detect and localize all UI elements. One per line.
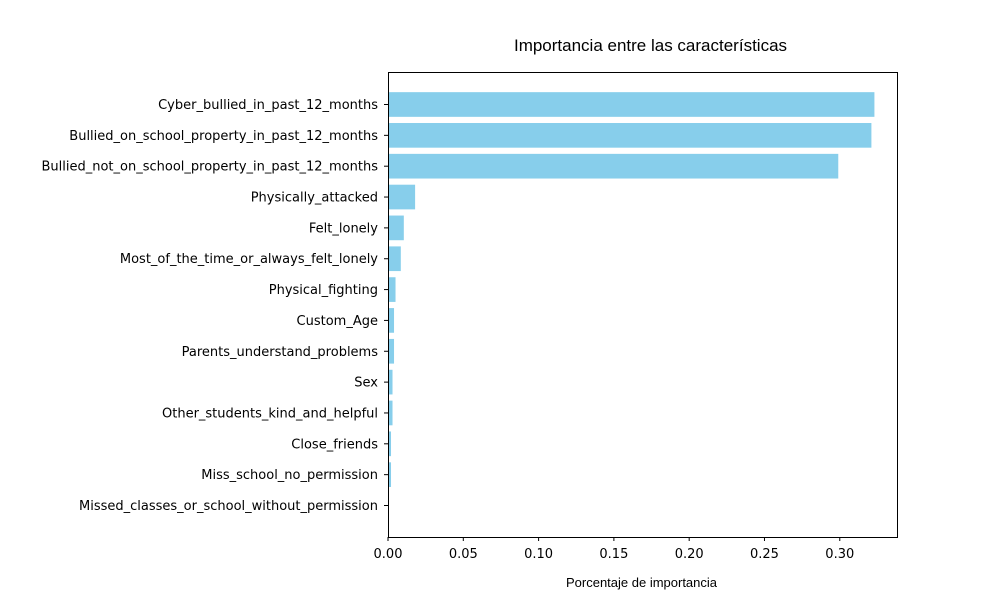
bar-parents-understand-problems — [388, 338, 395, 364]
y-tick-label: Physically_attacked — [251, 191, 378, 206]
bar-cyber-bullied-in-past-12-months — [388, 92, 875, 117]
bar-bullied-on-school-property-in-past-12-months — [388, 123, 872, 148]
x-tick-label: 0.30 — [825, 547, 854, 562]
y-tick-label: Felt_lonely — [309, 221, 378, 236]
plot-frame — [388, 72, 898, 538]
y-tick-label: Miss_school_no_permission — [201, 468, 378, 483]
bar-physical-fighting — [388, 277, 396, 302]
x-tick-label: 0.25 — [750, 547, 779, 562]
x-tick-label: 0.00 — [374, 547, 403, 562]
chart-title: Importancia entre las características — [514, 36, 787, 55]
x-axis-label: Porcentaje de importancia — [566, 575, 718, 590]
x-tick-label: 0.15 — [599, 547, 628, 562]
y-tick-label: Most_of_the_time_or_always_felt_lonely — [120, 252, 378, 267]
bar-physically-attacked — [388, 184, 416, 210]
bar-miss-school-no-permission — [388, 462, 392, 487]
bar-most-of-the-time-or-always-felt-lonely — [388, 246, 401, 272]
bar-custom-age — [388, 308, 395, 333]
bars-layer — [388, 92, 875, 518]
bar-close-friends — [388, 431, 392, 457]
y-tick-label: Custom_Age — [297, 314, 378, 329]
bar-bullied-not-on-school-property-in-past-12-months — [388, 153, 839, 179]
y-ticks-layer: Cyber_bullied_in_past_12_months Bullied_o… — [41, 98, 388, 514]
x-tick-label: 0.20 — [675, 547, 704, 562]
y-tick-label: Bullied_not_on_school_property_in_past_1… — [41, 160, 378, 175]
y-tick-label: Parents_understand_problems — [182, 345, 379, 360]
y-tick-label: Missed_classes_or_school_without_permiss… — [79, 499, 378, 514]
y-tick-label: Other_students_kind_and_helpful — [162, 406, 378, 421]
x-tick-label: 0.10 — [524, 547, 553, 562]
y-tick-label: Sex — [354, 376, 378, 391]
x-tick-label: 0.05 — [449, 547, 478, 562]
bar-other-students-kind-and-helpful — [388, 400, 393, 426]
y-tick-label: Close_friends — [291, 437, 378, 452]
bar-sex — [388, 369, 393, 395]
y-tick-label: Physical_fighting — [269, 283, 378, 298]
x-ticks-layer: 0.00 0.05 0.10 0.15 0.20 0.25 0.30 — [374, 537, 854, 562]
y-tick-label: Bullied_on_school_property_in_past_12_mo… — [69, 129, 378, 144]
bar-felt-lonely — [388, 215, 404, 241]
y-tick-label: Cyber_bullied_in_past_12_months — [158, 98, 378, 113]
